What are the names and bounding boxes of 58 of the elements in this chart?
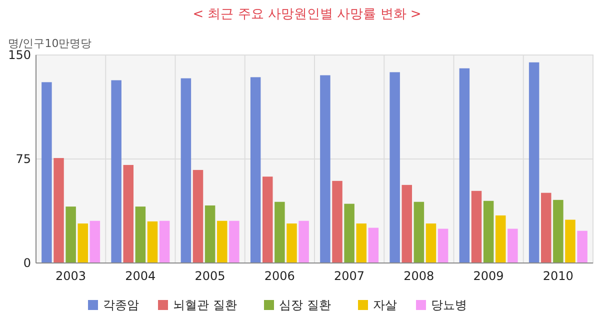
bar: [483, 200, 494, 263]
x-tick-label: 2008: [404, 269, 434, 283]
bar: [298, 220, 309, 263]
bar: [180, 78, 192, 263]
bar: [111, 80, 122, 263]
x-tick-label: 2005: [194, 269, 226, 283]
x-tick-label: 2004: [125, 269, 156, 283]
bar: [286, 223, 297, 263]
bar: [541, 192, 552, 263]
bar: [135, 206, 146, 263]
legend-label: 심장 질환: [279, 298, 331, 312]
bar: [459, 68, 470, 263]
x-tick-label: 2007: [334, 269, 365, 283]
bar: [528, 62, 540, 263]
bar: [66, 206, 76, 263]
bar: [577, 230, 588, 263]
x-tick-label: 2003: [56, 269, 86, 283]
chart-title: < 최근 주요 사망원인별 사망률 변화 >: [192, 7, 422, 22]
legend-label: 당뇨병: [431, 298, 467, 312]
y-tick-label: 150: [8, 48, 31, 62]
bar: [123, 164, 134, 263]
bar: [192, 170, 204, 263]
bar: [90, 220, 100, 263]
bar: [438, 228, 448, 263]
bar: [78, 223, 88, 263]
bar: [262, 176, 273, 263]
y-tick-label: 75: [16, 152, 31, 166]
bar: [426, 223, 436, 263]
bar: [320, 75, 330, 263]
bar: [274, 202, 285, 263]
y-tick-label: 0: [23, 256, 31, 270]
bar: [229, 220, 240, 263]
bar: [250, 77, 261, 263]
bar: [54, 158, 64, 263]
legend-label: 각종암: [103, 298, 139, 312]
bar: [495, 215, 506, 263]
bar: [344, 204, 354, 263]
x-tick-label: 2010: [542, 269, 574, 283]
bar: [204, 205, 216, 263]
bar: [553, 200, 564, 263]
x-tick-label: 2009: [473, 269, 504, 283]
bar: [368, 228, 379, 263]
bar: [508, 228, 518, 263]
bar: [402, 184, 412, 263]
y-axis-title: 명/인구10만명당: [8, 37, 92, 50]
bar: [42, 82, 52, 263]
bar: [471, 190, 482, 263]
legend-label: 자살: [373, 298, 397, 312]
bar: [565, 220, 576, 263]
bar: [390, 72, 400, 263]
bar: [159, 220, 170, 263]
bar: [216, 220, 228, 263]
x-tick-label: 2006: [264, 269, 295, 283]
legend-label: 뇌혈관 질환: [173, 298, 237, 312]
bar: [414, 202, 424, 263]
bar: [332, 180, 342, 263]
bar: [147, 221, 158, 263]
bar: [356, 223, 366, 263]
